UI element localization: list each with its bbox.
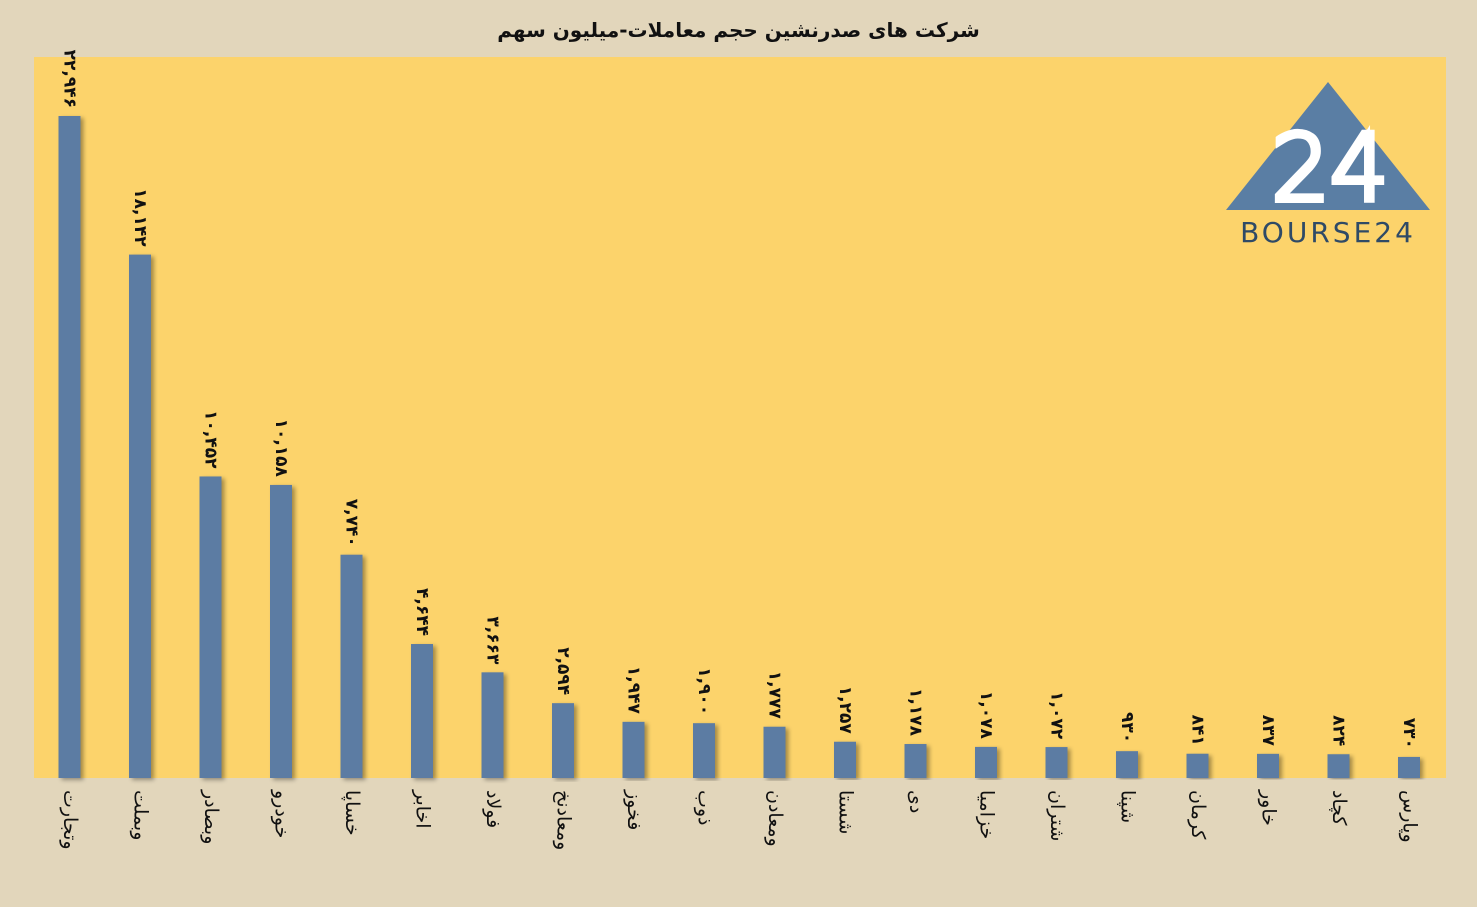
bar-11 bbox=[763, 726, 786, 778]
bar-8 bbox=[552, 703, 574, 778]
plot-area bbox=[34, 57, 1446, 778]
category-label-2: وبملت bbox=[130, 790, 152, 840]
data-label-12: ۱,۲۵۷ bbox=[835, 686, 855, 735]
bar-6 bbox=[411, 644, 433, 778]
category-label-12: شستا bbox=[835, 790, 857, 834]
logo-triangle-icon bbox=[1226, 82, 1430, 210]
data-label-10: ۱,۹۰۰ bbox=[694, 667, 714, 715]
logo-text: BOURSE24 bbox=[1240, 216, 1416, 249]
bar-17 bbox=[1186, 753, 1209, 778]
bar-13 bbox=[904, 744, 927, 778]
bar-12 bbox=[834, 741, 856, 778]
category-label-16: شپنا bbox=[1117, 790, 1139, 823]
bars-group bbox=[58, 116, 1420, 779]
data-label-8: ۲,۵۹۴ bbox=[553, 647, 573, 695]
data-label-2: ۱۸,۱۴۲ bbox=[130, 188, 150, 247]
data-label-13: ۱,۱۷۸ bbox=[906, 688, 926, 737]
data-label-15: ۱,۰۷۲ bbox=[1047, 691, 1067, 740]
bar-9 bbox=[622, 721, 645, 778]
category-label-7: فولاد bbox=[482, 790, 504, 828]
bar-4 bbox=[270, 484, 292, 778]
category-label-20: وپارس bbox=[1399, 790, 1421, 843]
data-label-9: ۱,۹۴۷ bbox=[624, 666, 644, 715]
data-label-16: ۹۳۰ bbox=[1117, 712, 1137, 743]
bar-7 bbox=[481, 672, 504, 778]
bar-18 bbox=[1257, 753, 1279, 778]
category-label-1: وتجارت bbox=[59, 790, 81, 850]
category-label-8: ومعادنخ bbox=[553, 790, 575, 850]
data-label-19: ۸۲۴ bbox=[1329, 715, 1349, 746]
chart-title: شرکت های صدرنشین حجم معاملات-میلیون سهم bbox=[497, 18, 980, 42]
bar-1 bbox=[58, 116, 81, 778]
bar-20 bbox=[1398, 756, 1420, 778]
data-label-20: ۷۳۰ bbox=[1399, 718, 1419, 749]
category-label-17: کرمان bbox=[1187, 790, 1209, 840]
bar-14 bbox=[975, 746, 997, 778]
category-label-10: ذوب bbox=[694, 790, 716, 826]
data-label-1: ۲۲,۹۴۶ bbox=[60, 50, 80, 108]
bar-19 bbox=[1327, 754, 1350, 778]
data-label-6: ۴,۶۴۴ bbox=[412, 588, 432, 636]
data-label-17: ۸۴۱ bbox=[1188, 715, 1208, 746]
category-labels-group: وتجارت وبملت وبصادر خودرو خساپا اخابر فولاد ومع… bbox=[59, 789, 1421, 850]
bourse24-logo: 24 BOURSE24 bbox=[1226, 82, 1430, 249]
category-label-14: خزامیا bbox=[976, 790, 998, 839]
category-label-15: شتران bbox=[1046, 790, 1068, 841]
category-label-11: ومعادن bbox=[764, 790, 786, 847]
data-label-14: ۱,۰۷۸ bbox=[976, 691, 996, 740]
bar-16 bbox=[1116, 751, 1138, 778]
data-label-4: ۱۰,۱۵۸ bbox=[271, 419, 291, 478]
category-label-6: اخابر bbox=[412, 789, 434, 829]
category-label-4: خودرو bbox=[271, 789, 293, 838]
category-label-3: وبصادر bbox=[200, 789, 222, 844]
data-label-11: ۱,۷۷۷ bbox=[765, 671, 785, 720]
data-label-7: ۳,۶۶۳ bbox=[483, 616, 503, 665]
category-label-18: خاور bbox=[1258, 789, 1280, 826]
data-labels-group: ۲۲,۹۴۶ ۱۸,۱۴۲ ۱۰,۴۵۲ ۱۰,۱۵۸ ۷,۷۴۰ ۴,۶۴۴ ۳,۶۶۳ ۲… bbox=[60, 50, 1420, 749]
category-label-19: کچاد bbox=[1328, 790, 1350, 827]
bar-10 bbox=[693, 723, 715, 778]
category-label-13: دی bbox=[905, 790, 927, 813]
data-label-18: ۸۳۷ bbox=[1258, 715, 1278, 747]
data-label-3: ۱۰,۴۵۲ bbox=[201, 410, 221, 469]
data-label-5: ۷,۷۴۰ bbox=[342, 499, 362, 547]
bar-3 bbox=[199, 476, 222, 778]
bar-2 bbox=[129, 254, 151, 779]
bar-15 bbox=[1045, 747, 1068, 778]
category-label-5: خساپا bbox=[341, 790, 363, 836]
bar-5 bbox=[340, 554, 363, 778]
category-label-9: فخوز bbox=[623, 789, 645, 830]
logo-mark: 24 bbox=[1271, 115, 1388, 222]
